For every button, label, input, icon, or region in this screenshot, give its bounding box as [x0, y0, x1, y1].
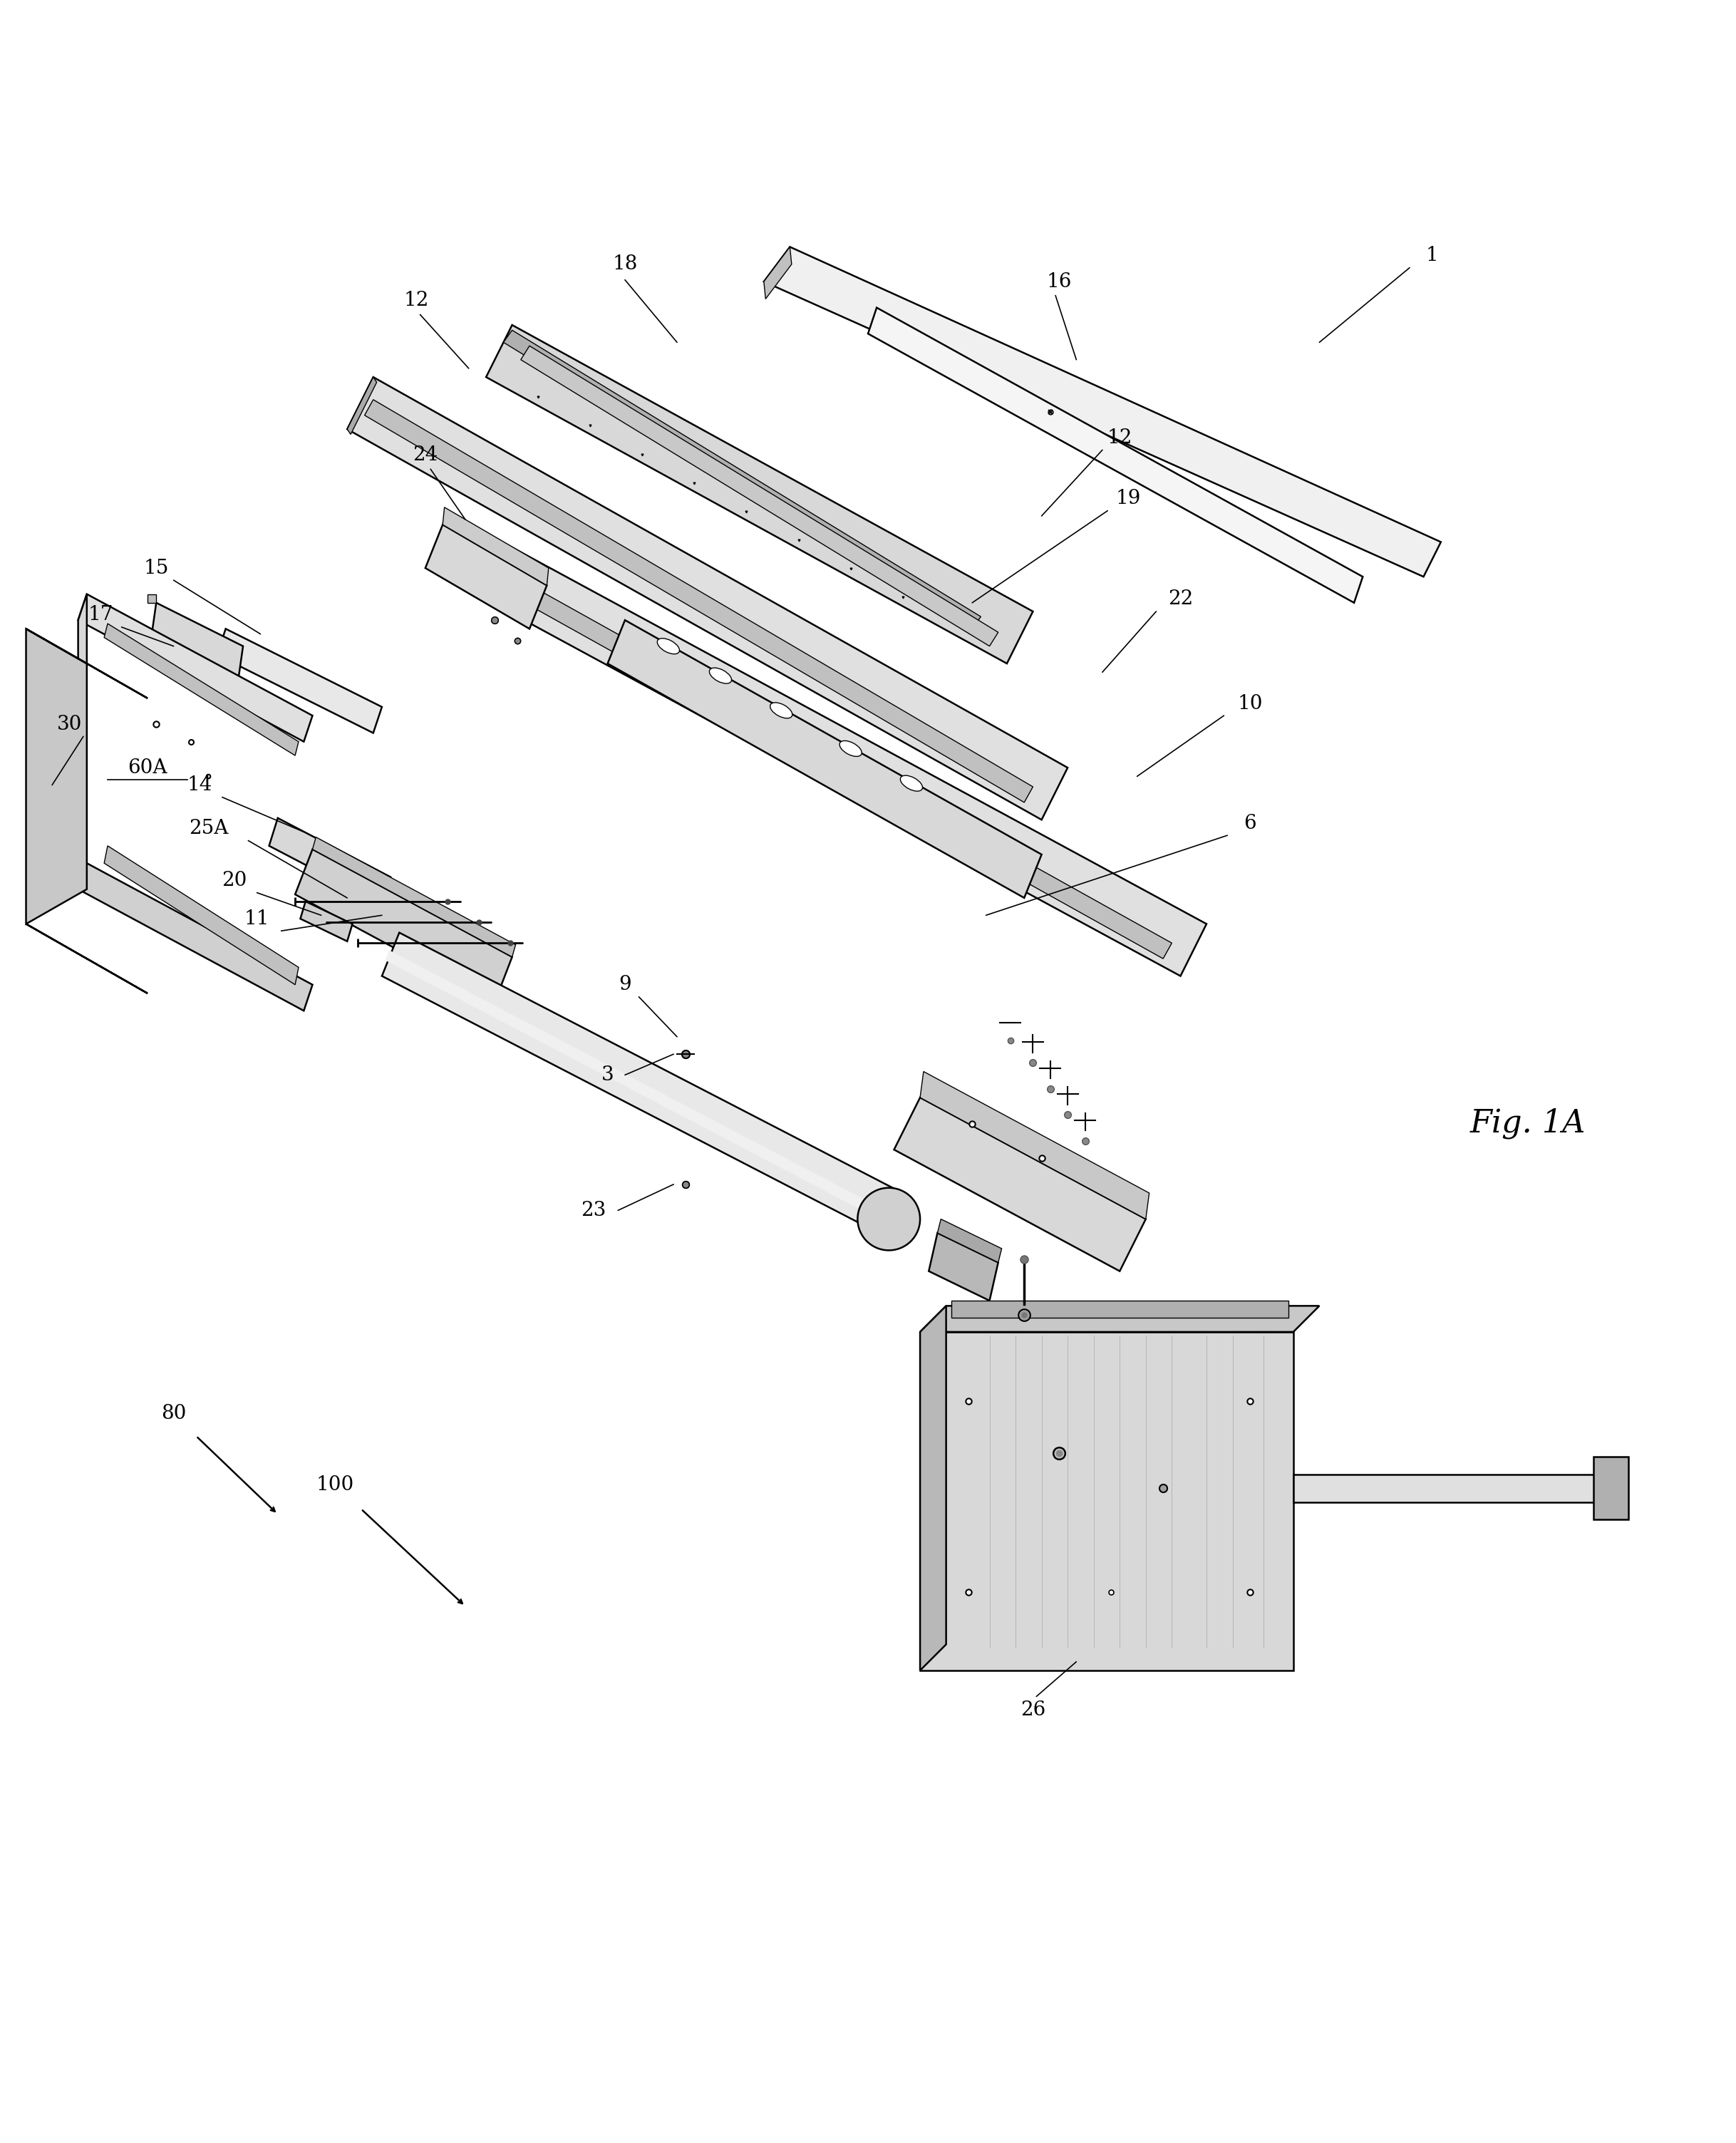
Ellipse shape [901, 776, 922, 791]
Polygon shape [347, 377, 377, 435]
Polygon shape [365, 399, 1033, 801]
Polygon shape [521, 345, 998, 647]
Ellipse shape [710, 669, 731, 684]
Polygon shape [929, 1232, 998, 1301]
Polygon shape [104, 624, 299, 756]
Polygon shape [26, 924, 148, 994]
Text: 80: 80 [161, 1404, 186, 1423]
Circle shape [858, 1187, 920, 1249]
Text: 20: 20 [222, 870, 247, 889]
Polygon shape [920, 1333, 1293, 1669]
Polygon shape [148, 594, 156, 602]
Text: 26: 26 [1021, 1702, 1045, 1721]
Polygon shape [347, 377, 1068, 821]
Polygon shape [78, 594, 87, 889]
Text: 24: 24 [413, 446, 437, 465]
Text: 60A: 60A [128, 759, 167, 778]
Text: 18: 18 [613, 255, 637, 274]
Polygon shape [269, 819, 391, 904]
Ellipse shape [840, 741, 861, 756]
Polygon shape [104, 846, 299, 984]
Polygon shape [1293, 1474, 1597, 1502]
Polygon shape [26, 628, 148, 699]
Polygon shape [469, 555, 1172, 958]
Polygon shape [78, 864, 312, 1011]
Text: 19: 19 [1116, 489, 1141, 508]
Text: 23: 23 [582, 1200, 606, 1219]
Polygon shape [295, 849, 512, 1003]
Polygon shape [764, 246, 1441, 576]
Text: 1: 1 [1425, 246, 1439, 266]
Polygon shape [153, 647, 229, 701]
Polygon shape [951, 1301, 1288, 1318]
Polygon shape [764, 246, 792, 300]
Polygon shape [78, 594, 312, 741]
Polygon shape [486, 326, 1033, 664]
Polygon shape [26, 628, 87, 924]
Polygon shape [937, 1219, 1002, 1262]
Text: 12: 12 [404, 291, 429, 311]
Polygon shape [503, 330, 981, 628]
Text: Fig. 1A: Fig. 1A [1470, 1108, 1585, 1140]
Text: 100: 100 [316, 1474, 354, 1494]
Text: 30: 30 [57, 714, 82, 733]
Polygon shape [868, 309, 1363, 602]
Polygon shape [312, 838, 516, 958]
Polygon shape [443, 508, 549, 585]
Polygon shape [460, 534, 1207, 975]
Text: 15: 15 [144, 559, 168, 579]
Polygon shape [608, 619, 1042, 898]
Text: 14: 14 [187, 776, 212, 795]
Polygon shape [920, 1305, 946, 1669]
Polygon shape [148, 602, 243, 707]
Text: 17: 17 [89, 604, 113, 624]
Polygon shape [217, 628, 382, 733]
Text: 3: 3 [601, 1065, 615, 1084]
Polygon shape [425, 525, 547, 628]
Polygon shape [300, 902, 352, 941]
Text: 25A: 25A [189, 819, 227, 838]
Text: 11: 11 [245, 909, 269, 928]
Polygon shape [385, 949, 885, 1222]
Text: 16: 16 [1047, 272, 1071, 291]
Polygon shape [894, 1097, 1146, 1271]
Text: 9: 9 [618, 975, 632, 994]
Text: 10: 10 [1238, 694, 1262, 714]
Polygon shape [382, 932, 903, 1237]
Polygon shape [1594, 1457, 1628, 1519]
Polygon shape [920, 1305, 1319, 1333]
Text: 12: 12 [1108, 429, 1132, 448]
Text: 6: 6 [1243, 814, 1257, 834]
Polygon shape [920, 1072, 1149, 1219]
Ellipse shape [771, 703, 792, 718]
Text: 22: 22 [1168, 589, 1193, 609]
Ellipse shape [658, 639, 679, 654]
